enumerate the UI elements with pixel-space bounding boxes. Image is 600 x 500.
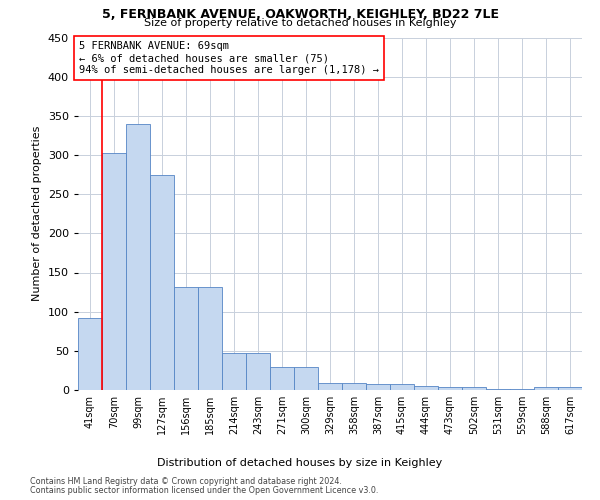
Bar [342,383,366,390]
Bar [102,152,126,390]
Text: 5 FERNBANK AVENUE: 69sqm
← 6% of detached houses are smaller (75)
94% of semi-de: 5 FERNBANK AVENUE: 69sqm ← 6% of detache… [79,42,379,74]
Bar [390,384,414,390]
Y-axis label: Number of detached properties: Number of detached properties [32,126,42,302]
Text: Contains public sector information licensed under the Open Government Licence v3: Contains public sector information licen… [30,486,379,495]
Bar [414,386,438,390]
Bar [558,387,582,390]
Bar [510,389,534,390]
Bar [486,389,510,390]
Bar [78,318,102,390]
Bar [294,366,318,390]
Bar [534,387,558,390]
Bar [438,387,462,390]
Bar [318,383,342,390]
Bar [150,174,174,390]
Bar [366,384,390,390]
Bar [174,288,198,390]
Text: 5, FERNBANK AVENUE, OAKWORTH, KEIGHLEY, BD22 7LE: 5, FERNBANK AVENUE, OAKWORTH, KEIGHLEY, … [101,8,499,20]
Bar [222,353,246,390]
Bar [462,387,486,390]
Bar [198,288,222,390]
Bar [270,366,294,390]
Bar [126,124,150,390]
Text: Distribution of detached houses by size in Keighley: Distribution of detached houses by size … [157,458,443,468]
Bar [246,353,270,390]
Text: Contains HM Land Registry data © Crown copyright and database right 2024.: Contains HM Land Registry data © Crown c… [30,477,342,486]
Text: Size of property relative to detached houses in Keighley: Size of property relative to detached ho… [144,18,456,28]
